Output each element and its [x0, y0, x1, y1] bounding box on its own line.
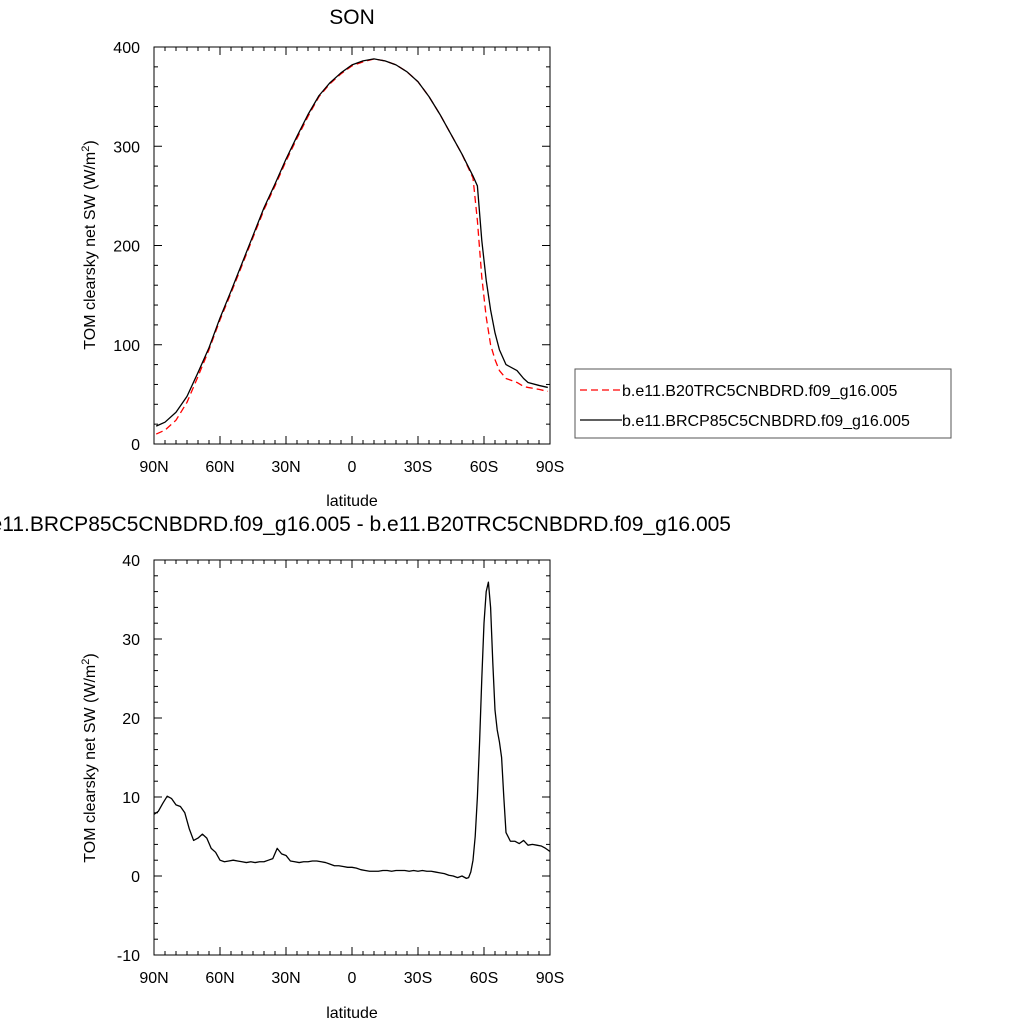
bottom-axis-ticks: 90N 60N 30N 0 30S 60S 90S -10 0 10 20 30 40 [117, 553, 564, 987]
bottom-y-tick-label: 0 [131, 869, 140, 886]
top-x-tick-label: 90N [139, 459, 168, 476]
top-x-tick-label: 30S [404, 459, 432, 476]
bottom-chart: b.e11.BRCP85C5CNBDRD.f09_g16.005 - b.e11… [0, 513, 731, 1022]
bottom-plot-lines [153, 581, 551, 880]
bottom-series-line-1 [153, 581, 551, 880]
top-y-tick-label: 400 [113, 40, 140, 57]
bottom-x-tick-label: 30S [404, 970, 432, 987]
top-chart-title: SON [329, 6, 375, 29]
top-x-tick-label: 30N [271, 459, 300, 476]
bottom-chart-title: b.e11.BRCP85C5CNBDRD.f09_g16.005 - b.e11… [0, 513, 731, 536]
top-series-line-1 [155, 58, 548, 435]
top-y-tick-label: 300 [113, 139, 140, 156]
bottom-y-tick-label: 10 [122, 790, 140, 807]
top-y-axis-label: TOM clearsky net SW (W/m2) [80, 140, 99, 349]
top-y-tick-label: 0 [131, 437, 140, 454]
bottom-y-tick-label: 40 [122, 553, 140, 570]
top-x-tick-label: 60N [205, 459, 234, 476]
bottom-y-tick-label: 20 [122, 711, 140, 728]
top-x-tick-label: 60S [470, 459, 498, 476]
top-x-axis-label: latitude [326, 493, 378, 510]
bottom-x-tick-label: 60S [470, 970, 498, 987]
bottom-x-tick-label: 30N [271, 970, 300, 987]
bottom-x-tick-label: 90N [139, 970, 168, 987]
bottom-x-axis-label: latitude [326, 1005, 378, 1022]
bottom-x-tick-label: 90S [536, 970, 564, 987]
top-series-line-2 [155, 58, 548, 427]
top-x-tick-label: 0 [348, 459, 357, 476]
top-y-tick-label: 200 [113, 239, 140, 256]
legend: b.e11.B20TRC5CNBDRD.f09_g16.005 b.e11.BR… [574, 368, 952, 439]
legend-label-series-2: b.e11.BRCP85C5CNBDRD.f09_g16.005 [622, 413, 910, 430]
bottom-y-tick-label: -10 [117, 948, 140, 965]
top-axis-ticks: 90N 60N 30N 0 30S 60S 90S 0 100 200 300 400 [113, 40, 564, 476]
bottom-x-tick-label: 60N [205, 970, 234, 987]
top-chart: SON 90N 60N 30N 0 30S 60S 90S 0 100 200 300 400 lat… [80, 6, 564, 510]
legend-label-series-1: b.e11.B20TRC5CNBDRD.f09_g16.005 [622, 383, 898, 400]
legend-box [574, 368, 952, 439]
top-plot-frame [153, 46, 551, 445]
bottom-y-tick-label: 30 [122, 632, 140, 649]
top-x-tick-label: 90S [536, 459, 564, 476]
top-plot-lines [155, 58, 548, 435]
top-y-tick-label: 100 [113, 338, 140, 355]
bottom-y-axis-label: TOM clearsky net SW (W/m2) [80, 653, 99, 862]
bottom-x-tick-label: 0 [348, 970, 357, 987]
